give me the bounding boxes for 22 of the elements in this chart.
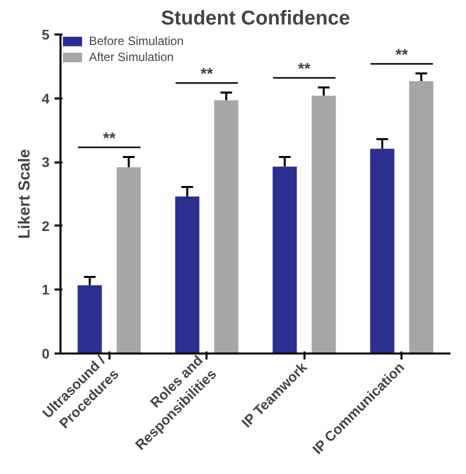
y-tick-label: 3 (42, 154, 50, 170)
chart-title: Student Confidence (161, 8, 350, 30)
bar (175, 196, 200, 354)
y-tick-label: 5 (42, 26, 50, 42)
y-tick-label: 4 (42, 90, 50, 106)
annotation: ** (103, 130, 116, 148)
y-tick-label: 0 (42, 346, 50, 362)
y-axis-title: Likert Scale (16, 148, 34, 239)
bar (409, 81, 434, 354)
bar (272, 166, 297, 354)
legend-label: After Simulation (89, 50, 174, 64)
legend-label: Before Simulation (89, 34, 184, 48)
bar (370, 148, 394, 354)
bar (214, 100, 238, 354)
y-tick-label: 2 (42, 218, 50, 234)
bar (312, 96, 336, 354)
bar (116, 167, 141, 354)
y-tick-label: 1 (42, 282, 50, 298)
annotation: ** (298, 60, 312, 78)
annotation: ** (396, 46, 409, 64)
annotation: ** (200, 66, 214, 83)
bar (78, 285, 102, 354)
